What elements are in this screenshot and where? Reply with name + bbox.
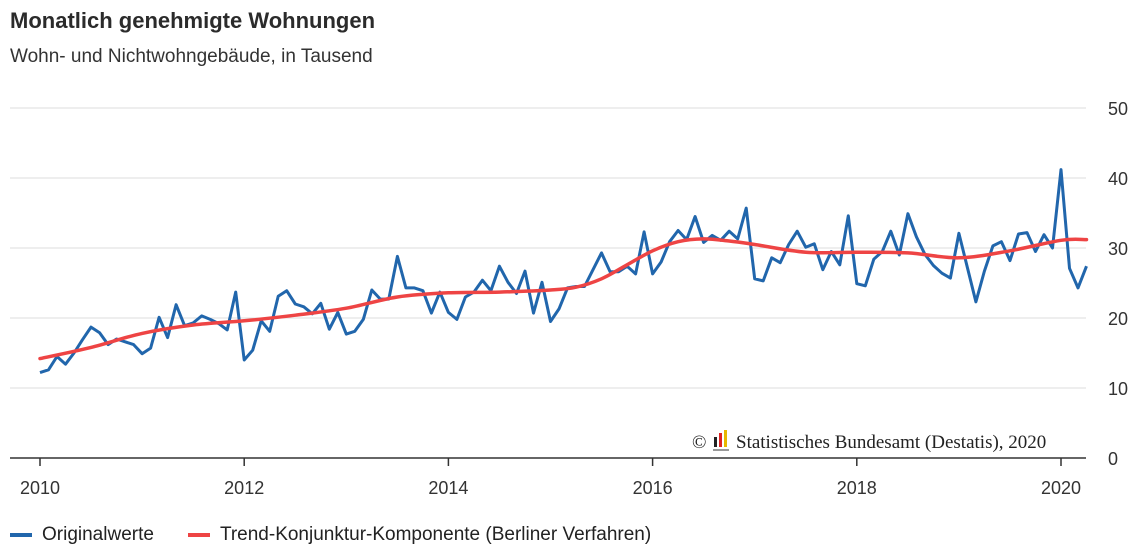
destatis-logo-icon <box>713 430 729 451</box>
legend: Originalwerte Trend-Konjunktur-Komponent… <box>10 524 685 546</box>
y-tick-label-40: 40 <box>1108 169 1128 189</box>
x-tick-label-2018: 2018 <box>837 478 877 498</box>
y-tick-label-50: 50 <box>1108 99 1128 119</box>
x-tick-label-2010: 2010 <box>20 478 60 498</box>
series-line-trend <box>38 237 1089 361</box>
legend-swatch-trend <box>187 533 210 537</box>
chart-title: Monatlich genehmigte Wohnungen <box>10 8 376 33</box>
x-tick-label-2020: 2020 <box>1041 478 1081 498</box>
copyright-symbol: © <box>692 432 706 453</box>
chart-subtitle: Wohn- und Nichtwohngebäude, in Tausend <box>10 46 373 67</box>
x-tick-label-2014: 2014 <box>428 478 468 498</box>
y-axis-ticks: 0 10 20 30 40 50 <box>1108 99 1128 469</box>
legend-item-trend: Trend-Konjunktur-Komponente (Berliner Ve… <box>187 524 652 546</box>
grid-lines <box>10 107 1086 459</box>
legend-swatch-original <box>10 533 32 537</box>
legend-label-trend: Trend-Konjunktur-Komponente (Berliner Ve… <box>219 524 652 545</box>
y-tick-label-10: 10 <box>1108 379 1128 399</box>
y-tick-label-20: 20 <box>1108 309 1128 329</box>
series-line-original <box>39 168 1088 375</box>
x-tick-label-2016: 2016 <box>633 478 673 498</box>
legend-label-original: Originalwerte <box>42 524 154 545</box>
x-tick-label-2012: 2012 <box>224 478 264 498</box>
source-credit: © Statistisches Bundesamt (Destatis), 202… <box>692 430 1046 453</box>
source-credit-text: Statistisches Bundesamt (Destatis), 2020 <box>736 432 1046 453</box>
series-lines <box>38 168 1089 375</box>
x-axis-ticks: 2010 2012 2014 2016 2018 2020 <box>20 458 1081 498</box>
y-tick-label-0: 0 <box>1108 449 1118 469</box>
legend-item-original: Originalwerte <box>10 524 154 546</box>
y-tick-label-30: 30 <box>1108 239 1128 259</box>
